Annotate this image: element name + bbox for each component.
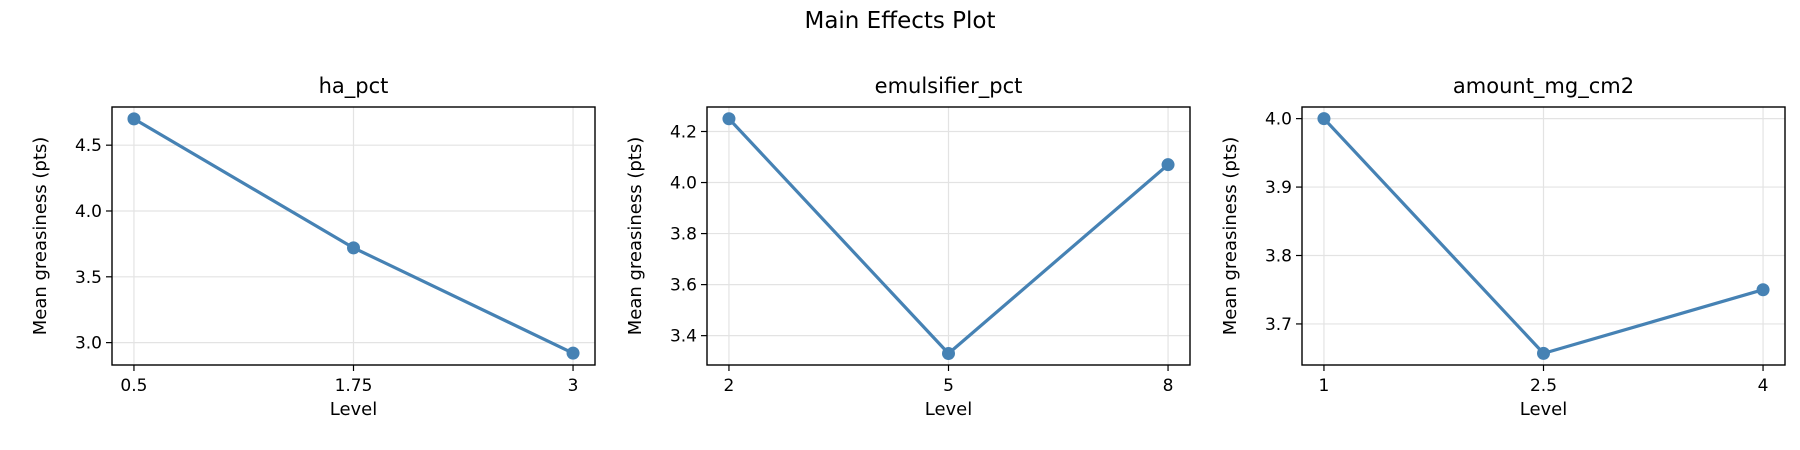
x-axis-label: Level (1520, 399, 1568, 420)
y-tick-label: 3.8 (670, 225, 697, 245)
y-axis-label: Mean greasiness (pts) (625, 137, 646, 336)
data-point (566, 346, 580, 360)
y-tick-label: 4.0 (75, 202, 102, 222)
x-tick-label: 8 (1163, 376, 1174, 396)
grid (1302, 107, 1785, 365)
x-tick-label: 5 (943, 376, 954, 396)
data-point (1161, 158, 1175, 172)
panel-emulsifier-pct: 2 5 8 3.4 3.6 3.8 4.0 4.2 emulsifier_pct Level Mea… (625, 74, 1191, 420)
y-tick-label: 3.4 (670, 327, 697, 347)
panel-title: amount_mg_cm2 (1453, 74, 1634, 99)
x-tick-label: 1 (1319, 376, 1330, 396)
y-axis-label: Mean greasiness (pts) (1220, 137, 1241, 336)
y-tick-label: 4.2 (670, 122, 697, 142)
chart-panels: 0.5 1.75 3 3.0 3.5 4.0 4.5 ha_pct Level Mean grea… (30, 74, 1786, 420)
data-point (1756, 283, 1770, 297)
y-tick-label: 4.5 (75, 136, 102, 156)
y-tick-label: 3.7 (1265, 315, 1292, 335)
x-tick-label: 2.5 (1530, 376, 1557, 396)
y-tick-label: 3.9 (1265, 178, 1292, 198)
data-point (722, 112, 736, 126)
data-point (127, 112, 141, 126)
x-tick-label: 2 (724, 376, 735, 396)
panel-title: ha_pct (319, 74, 389, 99)
x-tick-label: 4 (1758, 376, 1769, 396)
grid (112, 107, 595, 365)
y-tick-label: 3.5 (75, 268, 102, 288)
data-point (1317, 112, 1331, 126)
panel-amount-mg-cm2: 1 2.5 4 3.7 3.8 3.9 4.0 amount_mg_cm2 Level Mean … (1220, 74, 1786, 420)
x-axis-label: Level (925, 399, 973, 420)
figure-title: Main Effects Plot (804, 8, 995, 34)
grid (707, 107, 1190, 365)
panel-title: emulsifier_pct (875, 74, 1023, 99)
data-point (1537, 346, 1550, 360)
data-point (942, 347, 955, 361)
x-tick-label: 1.75 (335, 376, 373, 396)
y-tick-label: 4.0 (670, 174, 697, 194)
y-axis-label: Mean greasiness (pts) (30, 137, 51, 336)
data-point (347, 241, 360, 255)
y-tick-label: 3.8 (1265, 247, 1292, 267)
y-tick-label: 4.0 (1265, 110, 1292, 130)
x-tick-label: 3 (568, 376, 579, 396)
panel-ha-pct: 0.5 1.75 3 3.0 3.5 4.0 4.5 ha_pct Level Mean grea… (30, 74, 596, 420)
x-tick-label: 0.5 (120, 376, 147, 396)
x-axis-label: Level (330, 399, 378, 420)
y-tick-label: 3.6 (670, 276, 697, 296)
y-tick-label: 3.0 (75, 334, 102, 354)
